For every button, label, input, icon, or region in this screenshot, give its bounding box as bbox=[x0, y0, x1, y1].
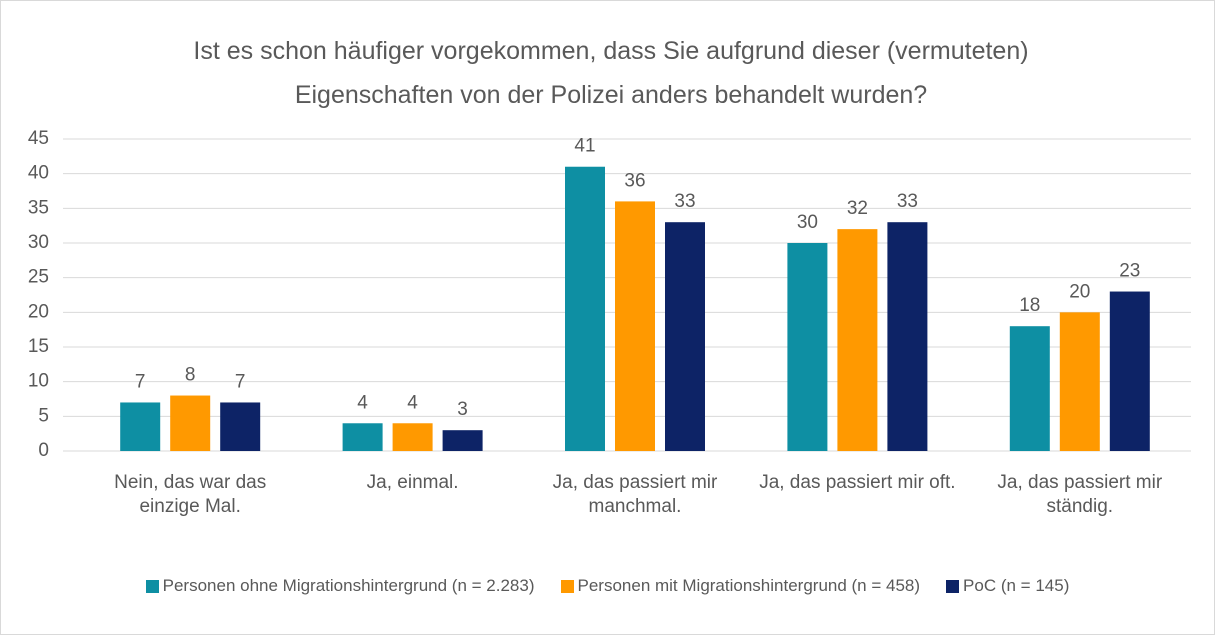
data-label: 4 bbox=[357, 392, 368, 413]
bar bbox=[837, 229, 878, 451]
y-tick-label: 0 bbox=[38, 440, 49, 461]
chart-title: Ist es schon häufiger vorgekommen, dass … bbox=[193, 37, 1029, 109]
data-label: 4 bbox=[407, 392, 418, 413]
bar bbox=[1059, 312, 1100, 451]
data-label: 30 bbox=[797, 212, 818, 233]
bar bbox=[220, 402, 261, 451]
data-label: 33 bbox=[897, 191, 918, 212]
y-tick-label: 15 bbox=[28, 336, 49, 357]
y-tick-label: 35 bbox=[28, 197, 49, 218]
y-tick-label: 10 bbox=[28, 371, 49, 392]
x-tick-label: Ja, das passiert mir ständig. bbox=[997, 472, 1163, 517]
x-tick-label: Ja, einmal. bbox=[366, 472, 459, 493]
data-label: 33 bbox=[674, 191, 695, 212]
bar bbox=[787, 243, 828, 451]
bar bbox=[442, 430, 483, 451]
bar bbox=[1109, 291, 1150, 451]
x-tick-label: Nein, das war das einzige Mal. bbox=[114, 472, 267, 517]
legend: Personen ohne Migrationshintergrund (n =… bbox=[1, 576, 1214, 596]
legend-swatch bbox=[560, 579, 574, 593]
y-tick-label: 30 bbox=[28, 232, 49, 253]
y-tick-label: 40 bbox=[28, 163, 49, 184]
data-label: 41 bbox=[574, 136, 595, 157]
bar bbox=[665, 222, 705, 451]
y-tick-label: 20 bbox=[28, 301, 49, 322]
y-tick-label: 5 bbox=[38, 405, 49, 426]
x-tick-label: Ja, das passiert mir oft. bbox=[759, 472, 956, 493]
bar bbox=[887, 222, 928, 451]
legend-item: PoC (n = 145) bbox=[946, 576, 1069, 596]
legend-item: Personen mit Migrationshintergrund (n = … bbox=[560, 576, 921, 596]
data-label: 23 bbox=[1119, 261, 1140, 282]
legend-label: Personen ohne Migrationshintergrund (n =… bbox=[162, 576, 535, 595]
data-label: 36 bbox=[624, 170, 645, 191]
legend-label: Personen mit Migrationshintergrund (n = … bbox=[577, 576, 921, 595]
data-label: 7 bbox=[235, 371, 246, 392]
legend-swatch bbox=[145, 579, 159, 593]
bar bbox=[120, 402, 161, 451]
legend-item: Personen ohne Migrationshintergrund (n =… bbox=[145, 576, 535, 596]
data-label: 18 bbox=[1019, 295, 1040, 316]
legend-swatch bbox=[946, 579, 960, 593]
bar bbox=[565, 166, 605, 451]
legend-label: PoC (n = 145) bbox=[963, 576, 1070, 595]
data-label: 32 bbox=[847, 198, 868, 219]
x-tick-label: Ja, das passiert mir manchmal. bbox=[552, 472, 718, 517]
data-label: 8 bbox=[185, 365, 196, 386]
bar bbox=[1009, 326, 1050, 451]
bar bbox=[615, 201, 655, 451]
data-label: 20 bbox=[1069, 281, 1090, 302]
bar bbox=[342, 423, 383, 451]
bar bbox=[392, 423, 433, 451]
bar bbox=[170, 395, 211, 451]
data-label: 7 bbox=[135, 371, 146, 392]
data-label: 3 bbox=[457, 399, 468, 420]
y-tick-label: 25 bbox=[28, 267, 49, 288]
y-tick-label: 45 bbox=[28, 128, 49, 149]
